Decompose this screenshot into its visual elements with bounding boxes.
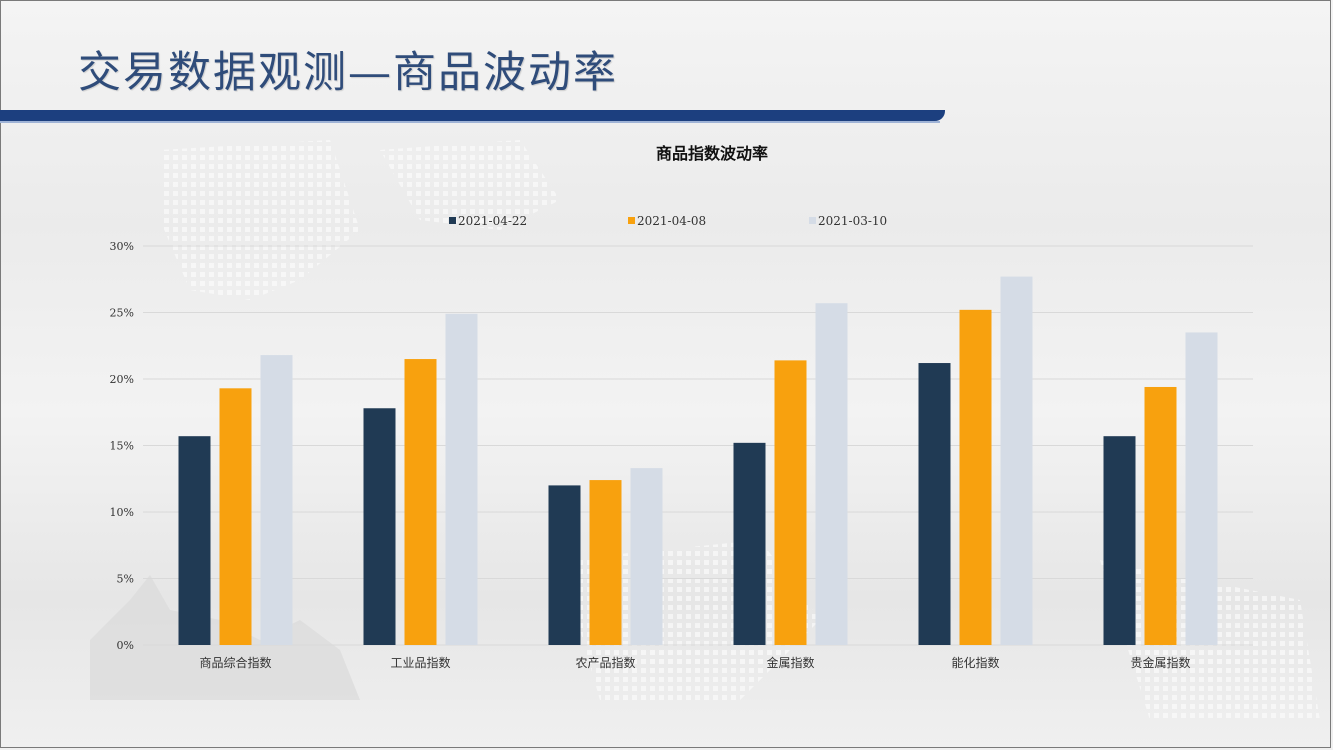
bar-3	[1185, 332, 1218, 645]
bar-3	[445, 313, 478, 645]
x-category-label: 农产品指数	[575, 655, 635, 670]
bar-1	[363, 408, 396, 645]
x-category-label: 能化指数	[951, 655, 999, 670]
y-tick-label: 10%	[110, 506, 134, 519]
y-tick-label: 5%	[117, 573, 134, 586]
title-underline-highlight	[0, 121, 940, 123]
legend-label: 2021-04-22	[458, 214, 527, 228]
y-tick-label: 25%	[110, 307, 134, 320]
bar-1	[918, 363, 951, 645]
bar-1	[548, 485, 581, 645]
x-category-label: 工业品指数	[390, 655, 450, 670]
bar-2	[589, 480, 622, 645]
legend-swatch	[449, 217, 456, 224]
bar-2	[959, 309, 992, 645]
legend-label: 2021-03-10	[818, 214, 887, 228]
bar-2	[1144, 386, 1177, 645]
bar-1	[733, 442, 766, 645]
y-tick-label: 0%	[117, 639, 134, 652]
bar-2	[404, 359, 437, 645]
y-tick-label: 20%	[110, 373, 134, 386]
bar-3	[630, 468, 663, 645]
x-category-label: 贵金属指数	[1130, 655, 1190, 670]
legend-swatch	[809, 217, 816, 224]
legend-label: 2021-04-08	[637, 214, 706, 228]
title-underline-band	[0, 110, 945, 121]
bar-3	[815, 303, 848, 645]
y-tick-label: 30%	[110, 240, 134, 253]
chart-title: 商品指数波动率	[656, 144, 768, 163]
slide-title: 交易数据观测—商品波动率	[78, 48, 618, 98]
bar-3	[1000, 276, 1033, 645]
bar-3	[260, 355, 293, 645]
x-category-label: 金属指数	[766, 655, 814, 670]
bar-2	[774, 360, 807, 645]
legend-swatch	[628, 217, 635, 224]
bar-1	[1103, 436, 1136, 645]
x-category-label: 商品综合指数	[199, 655, 271, 670]
bar-1	[178, 436, 211, 645]
y-tick-label: 15%	[110, 440, 134, 453]
bar-2	[219, 388, 252, 645]
